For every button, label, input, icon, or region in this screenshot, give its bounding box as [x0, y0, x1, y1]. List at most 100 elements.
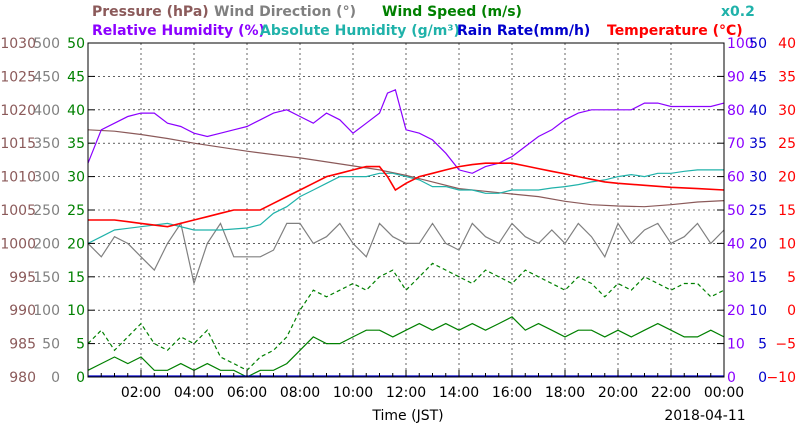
x-tick-label: 18:00	[545, 385, 585, 401]
x-tick-label: 04:00	[174, 385, 214, 401]
y-tick-label: 45	[749, 69, 767, 85]
y-tick-label: 1010	[0, 170, 36, 186]
y-tick-label: 990	[9, 303, 36, 319]
y-tick-label: 1020	[0, 103, 36, 119]
y-tick-label: 1005	[0, 203, 36, 219]
y-tick-label: 35	[749, 136, 767, 152]
series-line	[87, 129, 725, 208]
y-tick-label: 985	[9, 337, 36, 353]
y-tick-label: 50	[749, 36, 767, 52]
y-tick-label: 50	[727, 203, 745, 219]
y-tick-label: 25	[749, 203, 767, 219]
x-axis: 02:00 04:00 06:00 08:00 10:00 12:00 14:00 16:00…	[87, 370, 744, 401]
x-tick-label: 16:00	[492, 385, 532, 401]
y-tick-label: 300	[33, 170, 60, 186]
y-tick-label: 5	[787, 270, 796, 286]
series-line	[87, 88, 725, 174]
y-tick-label: 10	[778, 236, 796, 252]
y-tick-label: 450	[33, 69, 60, 85]
series-line	[87, 221, 725, 286]
y-tick-label: 500	[33, 36, 60, 52]
y-tick-label: 50	[42, 337, 60, 353]
y-tick-label: 150	[33, 270, 60, 286]
date-label: 2018-04-11	[664, 408, 745, 424]
y-tick-label: 0	[76, 370, 85, 386]
y-tick-label: 250	[33, 203, 60, 219]
legend-entry: Rain Rate(mm/h)	[457, 23, 590, 39]
y-tick-label: 40	[778, 36, 796, 52]
y-tick-label: 15	[67, 270, 85, 286]
y-tick-label: 35	[67, 136, 85, 152]
y-tick-label: 100	[727, 36, 754, 52]
y-tick-label: 1000	[0, 236, 36, 252]
y-tick-label: 980	[9, 370, 36, 386]
y-tick-label: 30	[749, 170, 767, 186]
y-tick-label: 0	[51, 370, 60, 386]
y-tick-label: 50	[67, 36, 85, 52]
x-axis-label: Time (JST)	[371, 408, 443, 424]
y-tick-label: 20	[727, 303, 745, 319]
x-tick-label: 00:00	[704, 385, 744, 401]
y-tick-label: 350	[33, 136, 60, 152]
legend-entry: Wind Speed (m/s)	[382, 4, 522, 20]
legend-entry: Temperature (°C)	[607, 23, 743, 39]
y-tick-label: 5	[758, 337, 767, 353]
x-tick-label: 10:00	[333, 385, 373, 401]
y-tick-label: −10	[766, 370, 796, 386]
y-axes: 1030102510201015101010051000995990985980…	[0, 36, 796, 386]
legend-entry: Wind Direction (°)	[214, 4, 356, 20]
y-tick-label: 30	[778, 103, 796, 119]
y-tick-label: 10	[727, 337, 745, 353]
y-tick-label: 0	[787, 303, 796, 319]
y-tick-label: 30	[67, 170, 85, 186]
y-tick-label: 30	[727, 270, 745, 286]
y-tick-label: 400	[33, 103, 60, 119]
y-tick-label: 40	[67, 103, 85, 119]
series-line	[87, 169, 724, 244]
legend-entry: Relative Humidity (%)	[92, 23, 265, 39]
y-tick-label: 200	[33, 236, 60, 252]
y-tick-label: 10	[67, 303, 85, 319]
x-tick-label: 06:00	[227, 385, 267, 401]
y-tick-label: 25	[67, 203, 85, 219]
y-tick-label: 5	[76, 337, 85, 353]
y-tick-label: 70	[727, 136, 745, 152]
legend-entry: Absolute Humidity (g/m³)	[260, 23, 460, 39]
y-tick-label: 35	[778, 69, 796, 85]
y-tick-label: 1030	[0, 36, 36, 52]
x-tick-label: 14:00	[439, 385, 479, 401]
series-line	[87, 316, 725, 378]
y-tick-label: 15	[778, 203, 796, 219]
x-tick-label: 12:00	[386, 385, 426, 401]
x-tick-label: 22:00	[651, 385, 691, 401]
y-tick-label: 45	[67, 69, 85, 85]
y-tick-label: 0	[727, 370, 736, 386]
y-tick-label: −5	[775, 337, 796, 353]
y-tick-label: 0	[758, 370, 767, 386]
rain-scale-note: x0.2	[721, 4, 755, 20]
y-tick-label: 20	[778, 170, 796, 186]
x-tick-label: 08:00	[280, 385, 320, 401]
y-tick-label: 100	[33, 303, 60, 319]
x-tick-label: 20:00	[598, 385, 638, 401]
series-line	[88, 162, 725, 228]
legend: Pressure (hPa) Wind Direction (°) Wind Spe…	[92, 4, 755, 39]
y-tick-label: 90	[727, 69, 745, 85]
y-tick-label: 25	[778, 136, 796, 152]
y-tick-label: 20	[749, 236, 767, 252]
y-tick-label: 60	[727, 170, 745, 186]
y-tick-label: 15	[749, 270, 767, 286]
y-tick-label: 20	[67, 236, 85, 252]
y-tick-label: 10	[749, 303, 767, 319]
y-tick-label: 1015	[0, 136, 36, 152]
y-tick-label: 80	[727, 103, 745, 119]
legend-entry: Pressure (hPa)	[92, 4, 209, 20]
y-tick-label: 40	[749, 103, 767, 119]
grid	[88, 43, 724, 377]
y-tick-label: 1025	[0, 69, 36, 85]
y-tick-label: 995	[9, 270, 36, 286]
y-tick-label: 40	[727, 236, 745, 252]
x-tick-label: 02:00	[121, 385, 161, 401]
